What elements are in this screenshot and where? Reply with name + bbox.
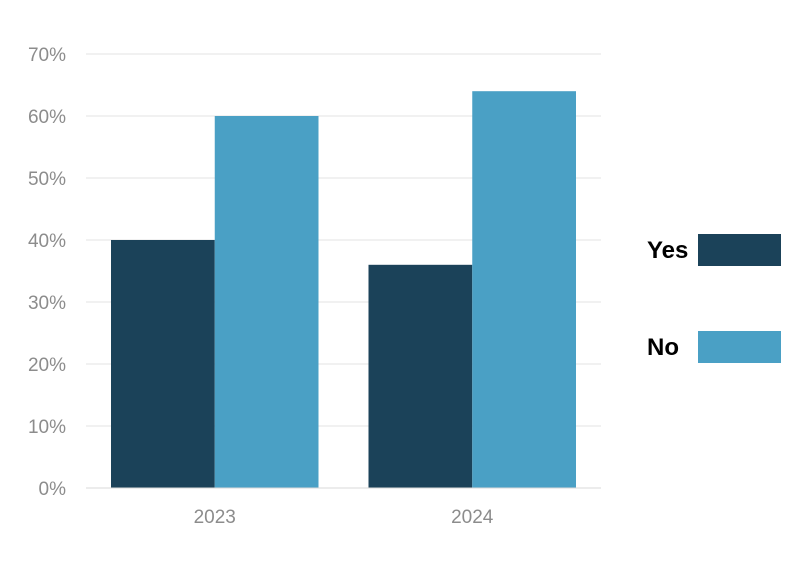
y-tick-label: 0%: [39, 479, 67, 500]
legend-label-no: No: [647, 334, 679, 361]
bars: [111, 91, 576, 488]
y-tick-label: 60%: [28, 107, 66, 128]
y-tick-label: 10%: [28, 417, 66, 438]
x-tick-label: 2023: [194, 507, 236, 528]
bar-yes-2023: [111, 240, 215, 488]
y-tick-label: 50%: [28, 169, 66, 190]
y-tick-label: 30%: [28, 293, 66, 314]
bar-no-2023: [214, 116, 319, 488]
legend: Yes No: [647, 234, 781, 363]
x-tick-label: 2024: [451, 507, 494, 528]
legend-swatch-no: [698, 331, 781, 363]
bar-yes-2024: [368, 264, 473, 488]
y-tick-label: 70%: [28, 45, 66, 66]
x-axis: 2023 2024: [86, 487, 601, 528]
y-axis: 0% 10% 20% 30% 40% 50% 60% 70%: [28, 45, 66, 500]
y-tick-label: 20%: [28, 355, 66, 376]
bar-no-2024: [472, 91, 576, 488]
legend-swatch-yes: [698, 234, 781, 266]
y-tick-label: 40%: [28, 231, 66, 252]
legend-label-yes: Yes: [647, 237, 688, 264]
